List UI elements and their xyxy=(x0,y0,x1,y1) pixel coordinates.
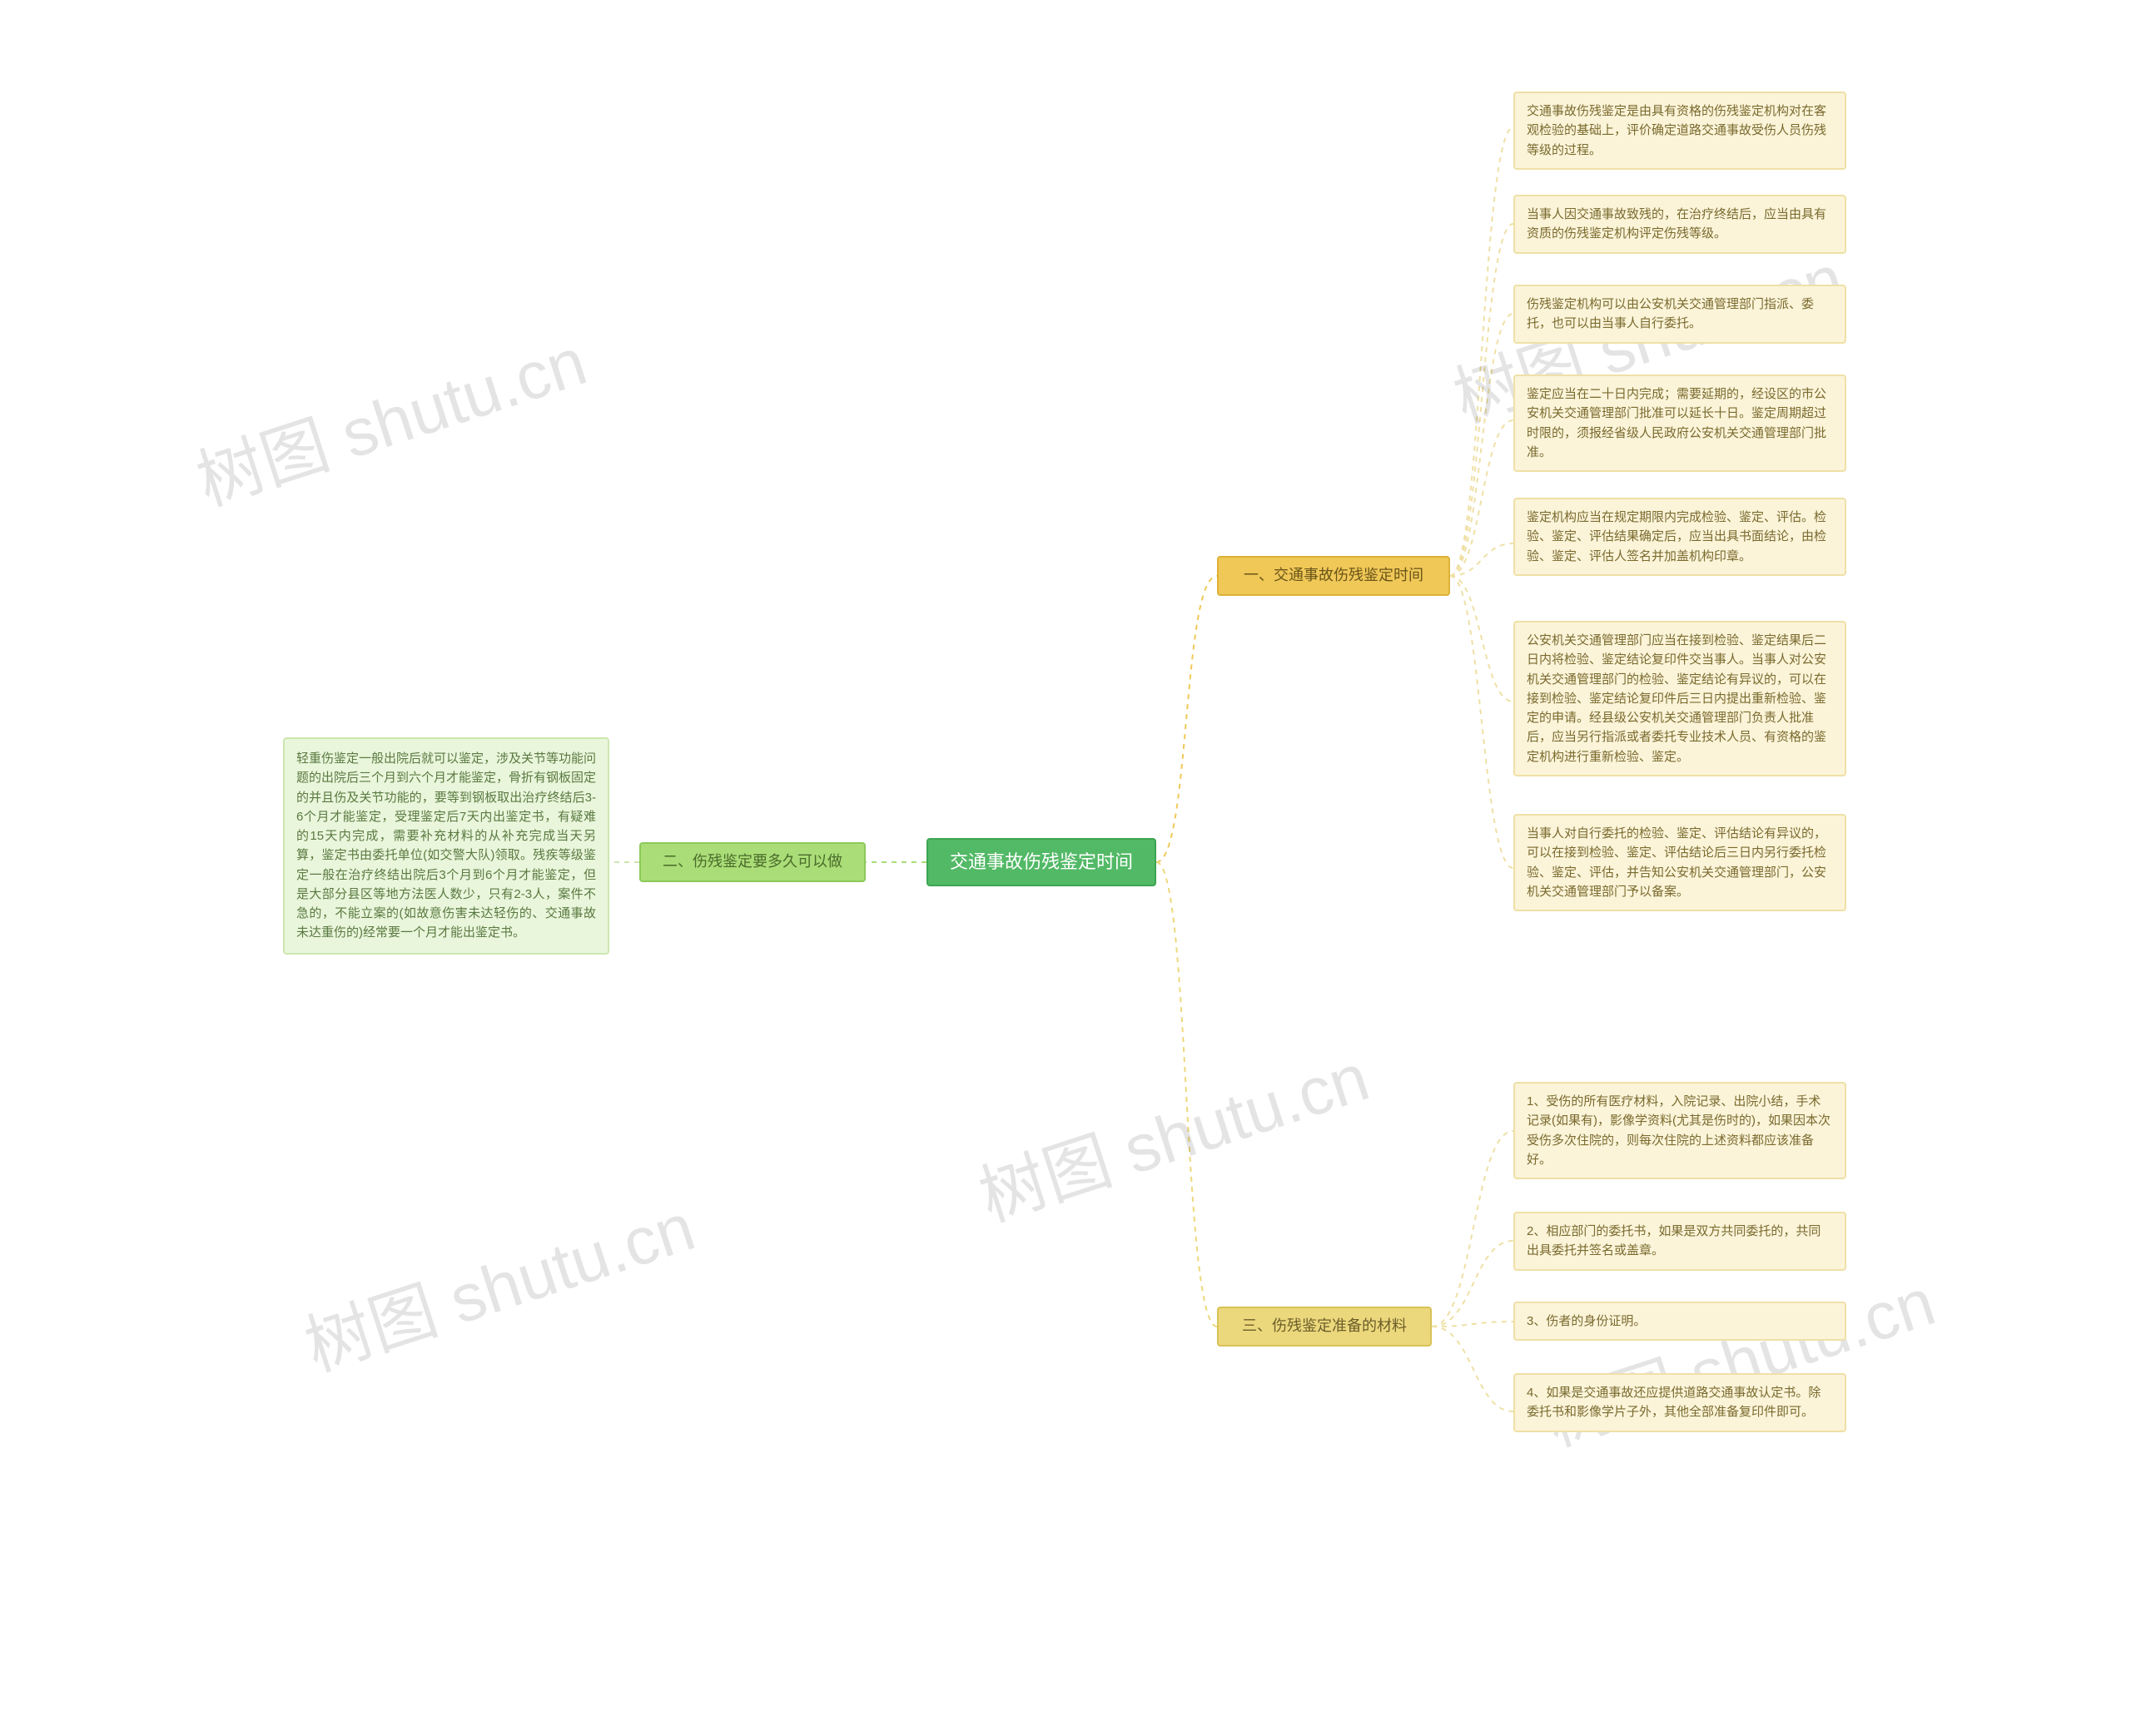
watermark: 树图 shutu.cn xyxy=(1532,1248,1945,1465)
conn-b1-leaf6 xyxy=(1450,576,1513,868)
branch2-leaf-text: 轻重伤鉴定一般出院后就可以鉴定，涉及关节等功能问题的出院后三个月到六个月才能鉴定… xyxy=(296,749,596,943)
conn-b3-leaf1 xyxy=(1432,1241,1513,1327)
leaf-text: 3、伤者的身份证明。 xyxy=(1527,1312,1646,1331)
conn-b3-leaf0 xyxy=(1432,1131,1513,1327)
leaf-text: 鉴定应当在二十日内完成；需要延期的，经设区的市公安机关交通管理部门批准可以延长十… xyxy=(1527,384,1833,462)
conn-center-b1 xyxy=(1156,576,1217,862)
branch1-leaf-0[interactable]: 交通事故伤残鉴定是由具有资格的伤残鉴定机构对在客观检验的基础上，评价确定道路交通… xyxy=(1513,92,1846,170)
leaf-text: 伤残鉴定机构可以由公安机关交通管理部门指派、委托，也可以由当事人自行委托。 xyxy=(1527,295,1833,334)
conn-b1-leaf2 xyxy=(1450,314,1513,576)
branch2-label: 二、伤残鉴定要多久可以做 xyxy=(663,851,842,874)
branch1-leaf-1[interactable]: 当事人因交通事故致残的，在治疗终结后，应当由具有资质的伤残鉴定机构评定伤残等级。 xyxy=(1513,195,1846,254)
leaf-text: 当事人因交通事故致残的，在治疗终结后，应当由具有资质的伤残鉴定机构评定伤残等级。 xyxy=(1527,205,1833,244)
conn-b1-leaf1 xyxy=(1450,224,1513,576)
branch1-leaf-4[interactable]: 鉴定机构应当在规定期限内完成检验、鉴定、评估。检验、鉴定、评估结果确定后，应当出… xyxy=(1513,498,1846,576)
branch2-node[interactable]: 二、伤残鉴定要多久可以做 xyxy=(639,842,866,882)
branch3-leaf-3[interactable]: 4、如果是交通事故还应提供道路交通事故认定书。除委托书和影像学片子外，其他全部准… xyxy=(1513,1373,1846,1432)
branch1-node[interactable]: 一、交通事故伤残鉴定时间 xyxy=(1217,556,1450,596)
conn-b1-leaf5 xyxy=(1450,576,1513,702)
branch3-node[interactable]: 三、伤残鉴定准备的材料 xyxy=(1217,1307,1432,1347)
branch1-leaf-3[interactable]: 鉴定应当在二十日内完成；需要延期的，经设区的市公安机关交通管理部门批准可以延长十… xyxy=(1513,374,1846,472)
leaf-text: 1、受伤的所有医疗材料，入院记录、出院小结，手术记录(如果有)，影像学资料(尤其… xyxy=(1527,1092,1833,1169)
leaf-text: 4、如果是交通事故还应提供道路交通事故认定书。除委托书和影像学片子外，其他全部准… xyxy=(1527,1383,1833,1422)
leaf-text: 鉴定机构应当在规定期限内完成检验、鉴定、评估。检验、鉴定、评估结果确定后，应当出… xyxy=(1527,508,1833,566)
leaf-text: 当事人对自行委托的检验、鉴定、评估结论有异议的，可以在接到检验、鉴定、评估结论后… xyxy=(1527,824,1833,901)
leaf-text: 交通事故伤残鉴定是由具有资格的伤残鉴定机构对在客观检验的基础上，评价确定道路交通… xyxy=(1527,102,1833,160)
center-node[interactable]: 交通事故伤残鉴定时间 xyxy=(926,838,1156,886)
branch3-leaf-1[interactable]: 2、相应部门的委托书，如果是双方共同委托的，共同出具委托并签名或盖章。 xyxy=(1513,1212,1846,1271)
leaf-text: 公安机关交通管理部门应当在接到检验、鉴定结果后二日内将检验、鉴定结论复印件交当事… xyxy=(1527,631,1833,766)
watermark: 树图 shutu.cn xyxy=(966,1024,1379,1240)
branch3-label: 三、伤残鉴定准备的材料 xyxy=(1242,1315,1407,1338)
conn-b3-leaf3 xyxy=(1432,1327,1513,1411)
branch1-leaf-2[interactable]: 伤残鉴定机构可以由公安机关交通管理部门指派、委托，也可以由当事人自行委托。 xyxy=(1513,285,1846,344)
branch2-leaf[interactable]: 轻重伤鉴定一般出院后就可以鉴定，涉及关节等功能问题的出院后三个月到六个月才能鉴定… xyxy=(283,737,609,955)
conn-b1-leaf0 xyxy=(1450,127,1513,576)
conn-b1-leaf3 xyxy=(1450,420,1513,576)
branch1-label: 一、交通事故伤残鉴定时间 xyxy=(1244,564,1423,588)
conn-center-b3 xyxy=(1156,862,1217,1327)
branch3-leaf-0[interactable]: 1、受伤的所有医疗材料，入院记录、出院小结，手术记录(如果有)，影像学资料(尤其… xyxy=(1513,1082,1846,1179)
leaf-text: 2、相应部门的委托书，如果是双方共同委托的，共同出具委托并签名或盖章。 xyxy=(1527,1222,1833,1261)
watermark: 树图 shutu.cn xyxy=(291,1173,705,1390)
branch1-leaf-5[interactable]: 公安机关交通管理部门应当在接到检验、鉴定结果后二日内将检验、鉴定结论复印件交当事… xyxy=(1513,621,1846,776)
conn-b1-leaf4 xyxy=(1450,543,1513,576)
branch3-leaf-2[interactable]: 3、伤者的身份证明。 xyxy=(1513,1302,1846,1341)
center-label: 交通事故伤残鉴定时间 xyxy=(950,848,1133,876)
watermark: 树图 shutu.cn xyxy=(183,308,597,524)
branch1-leaf-6[interactable]: 当事人对自行委托的检验、鉴定、评估结论有异议的，可以在接到检验、鉴定、评估结论后… xyxy=(1513,814,1846,911)
conn-b3-leaf2 xyxy=(1432,1322,1513,1327)
